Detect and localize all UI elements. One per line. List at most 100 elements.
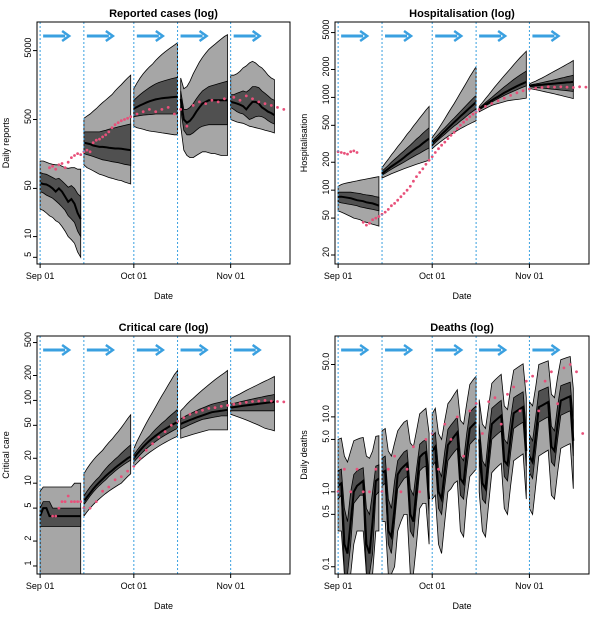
forecast-arrow-head — [61, 29, 72, 43]
observed-point — [468, 115, 472, 119]
observed-point — [194, 410, 198, 414]
y-tick-label: 5000 — [321, 20, 331, 40]
y-tick-label: 500 — [321, 115, 331, 130]
observed-point — [440, 143, 443, 147]
observed-point — [113, 478, 117, 482]
y-tick-label: 500 — [23, 332, 33, 347]
forecast-median-line — [337, 477, 380, 554]
observed-point — [556, 402, 559, 406]
forecast-outer-band — [83, 413, 132, 518]
observed-point — [402, 192, 406, 195]
plot-frame — [334, 335, 590, 575]
observed-point — [386, 208, 390, 211]
observed-point — [263, 399, 267, 402]
forecast-median-line — [381, 137, 430, 175]
observed-point — [459, 123, 462, 127]
observed-point — [443, 140, 447, 144]
forecast-arrow-head — [61, 343, 72, 357]
observed-point — [60, 162, 64, 165]
x-tick-label: Nov 01 — [515, 581, 544, 591]
forecast-outer-band — [381, 407, 430, 574]
y-axis-label: Critical care — [1, 431, 11, 479]
observed-point — [515, 91, 519, 95]
x-tick-label: Sep 01 — [26, 581, 55, 591]
observed-point — [462, 454, 465, 458]
observed-point — [349, 490, 353, 494]
forecast-arrow-head — [359, 343, 370, 357]
observed-point — [550, 370, 553, 374]
observed-point — [443, 422, 447, 426]
y-tick-label: 20 — [321, 247, 331, 257]
y-tick-label: 100 — [321, 180, 331, 195]
observed-point — [336, 490, 340, 494]
observed-point — [269, 399, 273, 403]
observed-point — [113, 123, 117, 127]
observed-point — [424, 162, 428, 166]
y-tick-label: 0.1 — [321, 557, 331, 570]
chart-title: Reported cases (log) — [109, 8, 218, 20]
observed-point — [361, 220, 365, 224]
observed-point — [568, 363, 572, 366]
observed-point — [198, 100, 201, 104]
observed-point — [377, 215, 381, 218]
observed-point — [481, 432, 484, 435]
observed-point — [63, 166, 67, 170]
observed-point — [51, 164, 54, 168]
observed-point — [455, 415, 459, 419]
observed-point — [144, 448, 148, 452]
x-axis-label: Date — [154, 291, 173, 301]
observed-point — [107, 485, 111, 489]
observed-point — [244, 94, 248, 98]
forecast-arrow-head — [198, 343, 209, 357]
observed-point — [88, 506, 92, 510]
observed-point — [390, 204, 393, 208]
observed-point — [154, 110, 158, 114]
observed-point — [182, 416, 186, 419]
observed-point — [263, 102, 267, 105]
observed-point — [173, 112, 176, 116]
observed-point — [433, 151, 437, 154]
observed-point — [166, 106, 170, 109]
y-tick-label: 50 — [321, 210, 331, 220]
observed-point — [207, 407, 211, 410]
y-tick-label: 200 — [23, 365, 33, 380]
observed-point — [493, 396, 497, 400]
observed-point — [543, 379, 547, 383]
observed-point — [116, 121, 120, 125]
observed-point — [94, 138, 98, 142]
forecast-outer-band — [431, 374, 477, 554]
y-tick-label: 10.0 — [321, 405, 331, 423]
forecast-arrow-head — [550, 29, 561, 43]
observed-point — [54, 167, 58, 171]
observed-point — [386, 467, 390, 471]
observed-point — [70, 500, 73, 503]
observed-point — [257, 100, 261, 104]
y-tick-label: 1000 — [321, 84, 331, 104]
observed-point — [216, 100, 220, 104]
forecast-median-line — [478, 80, 527, 110]
forecast-inner-band — [83, 123, 132, 166]
forecast-outer-band — [39, 482, 82, 574]
y-tick-label: 500 — [23, 109, 33, 124]
observed-point — [471, 112, 475, 116]
observed-point — [232, 402, 236, 406]
plot-area — [336, 336, 585, 574]
y-tick-label: 5 — [23, 252, 33, 257]
observed-point — [512, 385, 516, 389]
observed-point — [57, 163, 61, 167]
observed-point — [349, 150, 353, 154]
observed-point — [132, 464, 136, 468]
observed-point — [452, 131, 456, 134]
forecast-inner-band — [381, 126, 430, 176]
forecast-arrow-head — [251, 343, 262, 357]
x-tick-label: Oct 01 — [121, 271, 148, 281]
observed-point — [371, 218, 374, 222]
observed-point — [91, 141, 95, 145]
forecast-arrow-head — [155, 343, 165, 357]
forecast-arrow-head — [251, 29, 262, 43]
observed-point — [575, 370, 578, 374]
forecast-median-line — [478, 405, 528, 492]
observed-point — [70, 156, 73, 160]
observed-point — [119, 119, 123, 123]
chart-panel: 0.1 0.5 1.0 5.0 10.0 50.0 Sep 01 Oct 01 Nov 01 De… — [299, 322, 590, 611]
